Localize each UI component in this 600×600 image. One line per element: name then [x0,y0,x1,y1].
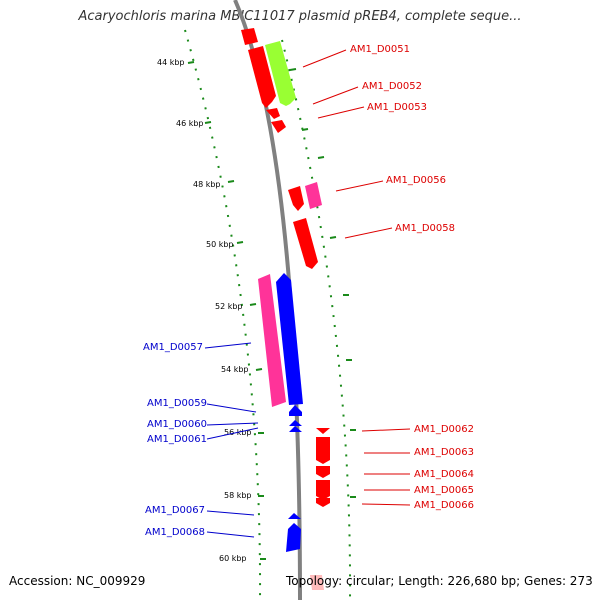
gene-label[interactable]: AM1_D0051 [350,44,410,55]
gene-label[interactable]: AM1_D0057 [143,342,203,353]
kbp-label: 52 kbp [215,302,243,311]
gene-arrow[interactable] [316,466,330,478]
gene-arrow[interactable] [293,218,318,269]
gene-arrow[interactable] [289,405,302,416]
gene-arrow[interactable] [316,498,330,507]
gene-arrow[interactable] [276,273,303,405]
gene-arrow[interactable] [316,437,330,464]
gene-label[interactable]: AM1_D0062 [414,424,474,435]
gene-label[interactable]: AM1_D0053 [367,102,427,113]
kbp-label: 46 kbp [176,119,204,128]
gene-arrow[interactable] [241,28,258,45]
kbp-label: 60 kbp [219,554,247,563]
gene-label[interactable]: AM1_D0064 [414,469,474,480]
kbp-label: 48 kbp [193,180,221,189]
kbp-label: 58 kbp [224,491,252,500]
backbone-arc [233,0,302,600]
gene-arrow[interactable] [310,575,324,590]
gene-arrow[interactable] [289,426,302,432]
gene-label[interactable]: AM1_D0067 [145,505,205,516]
gene-label[interactable]: AM1_D0068 [145,527,205,538]
map-title: Acaryochloris marina MBIC11017 plasmid p… [78,9,522,24]
gene-label[interactable]: AM1_D0052 [362,81,422,92]
kbp-ticks-inner [187,61,266,560]
gene-label[interactable]: AM1_D0066 [414,500,474,511]
plus-strand-genes [241,28,330,590]
kbp-label: 54 kbp [221,365,249,374]
gene-label[interactable]: AM1_D0060 [147,419,207,430]
kbp-ticks-outer [289,68,356,498]
gene-label[interactable]: AM1_D0056 [386,175,446,186]
gene-arrow[interactable] [266,108,280,119]
accession-text: Accession: NC_009929 [9,574,146,588]
gene-arrow[interactable] [316,428,330,434]
gene-arrow[interactable] [288,186,304,211]
kbp-label: 50 kbp [206,240,234,249]
gene-label[interactable]: AM1_D0058 [395,223,455,234]
gene-arrow[interactable] [288,513,301,519]
gene-arrow[interactable] [271,120,286,133]
gene-arrow[interactable] [289,420,302,426]
minus-strand-genes [258,273,303,552]
gene-label[interactable]: AM1_D0059 [147,398,207,409]
kbp-label: 44 kbp [157,58,185,67]
gene-arrow[interactable] [248,46,276,108]
gene-arrow[interactable] [258,274,286,407]
gene-arrow[interactable] [265,41,296,106]
gene-label[interactable]: AM1_D0063 [414,447,474,458]
gene-label[interactable]: AM1_D0061 [147,434,207,445]
gene-arrow[interactable] [305,182,322,209]
gene-arrow[interactable] [286,523,301,552]
gene-arrow[interactable] [316,480,330,500]
gene-label[interactable]: AM1_D0065 [414,485,474,496]
topology-text: Topology: circular; Length: 226,680 bp; … [286,574,593,588]
